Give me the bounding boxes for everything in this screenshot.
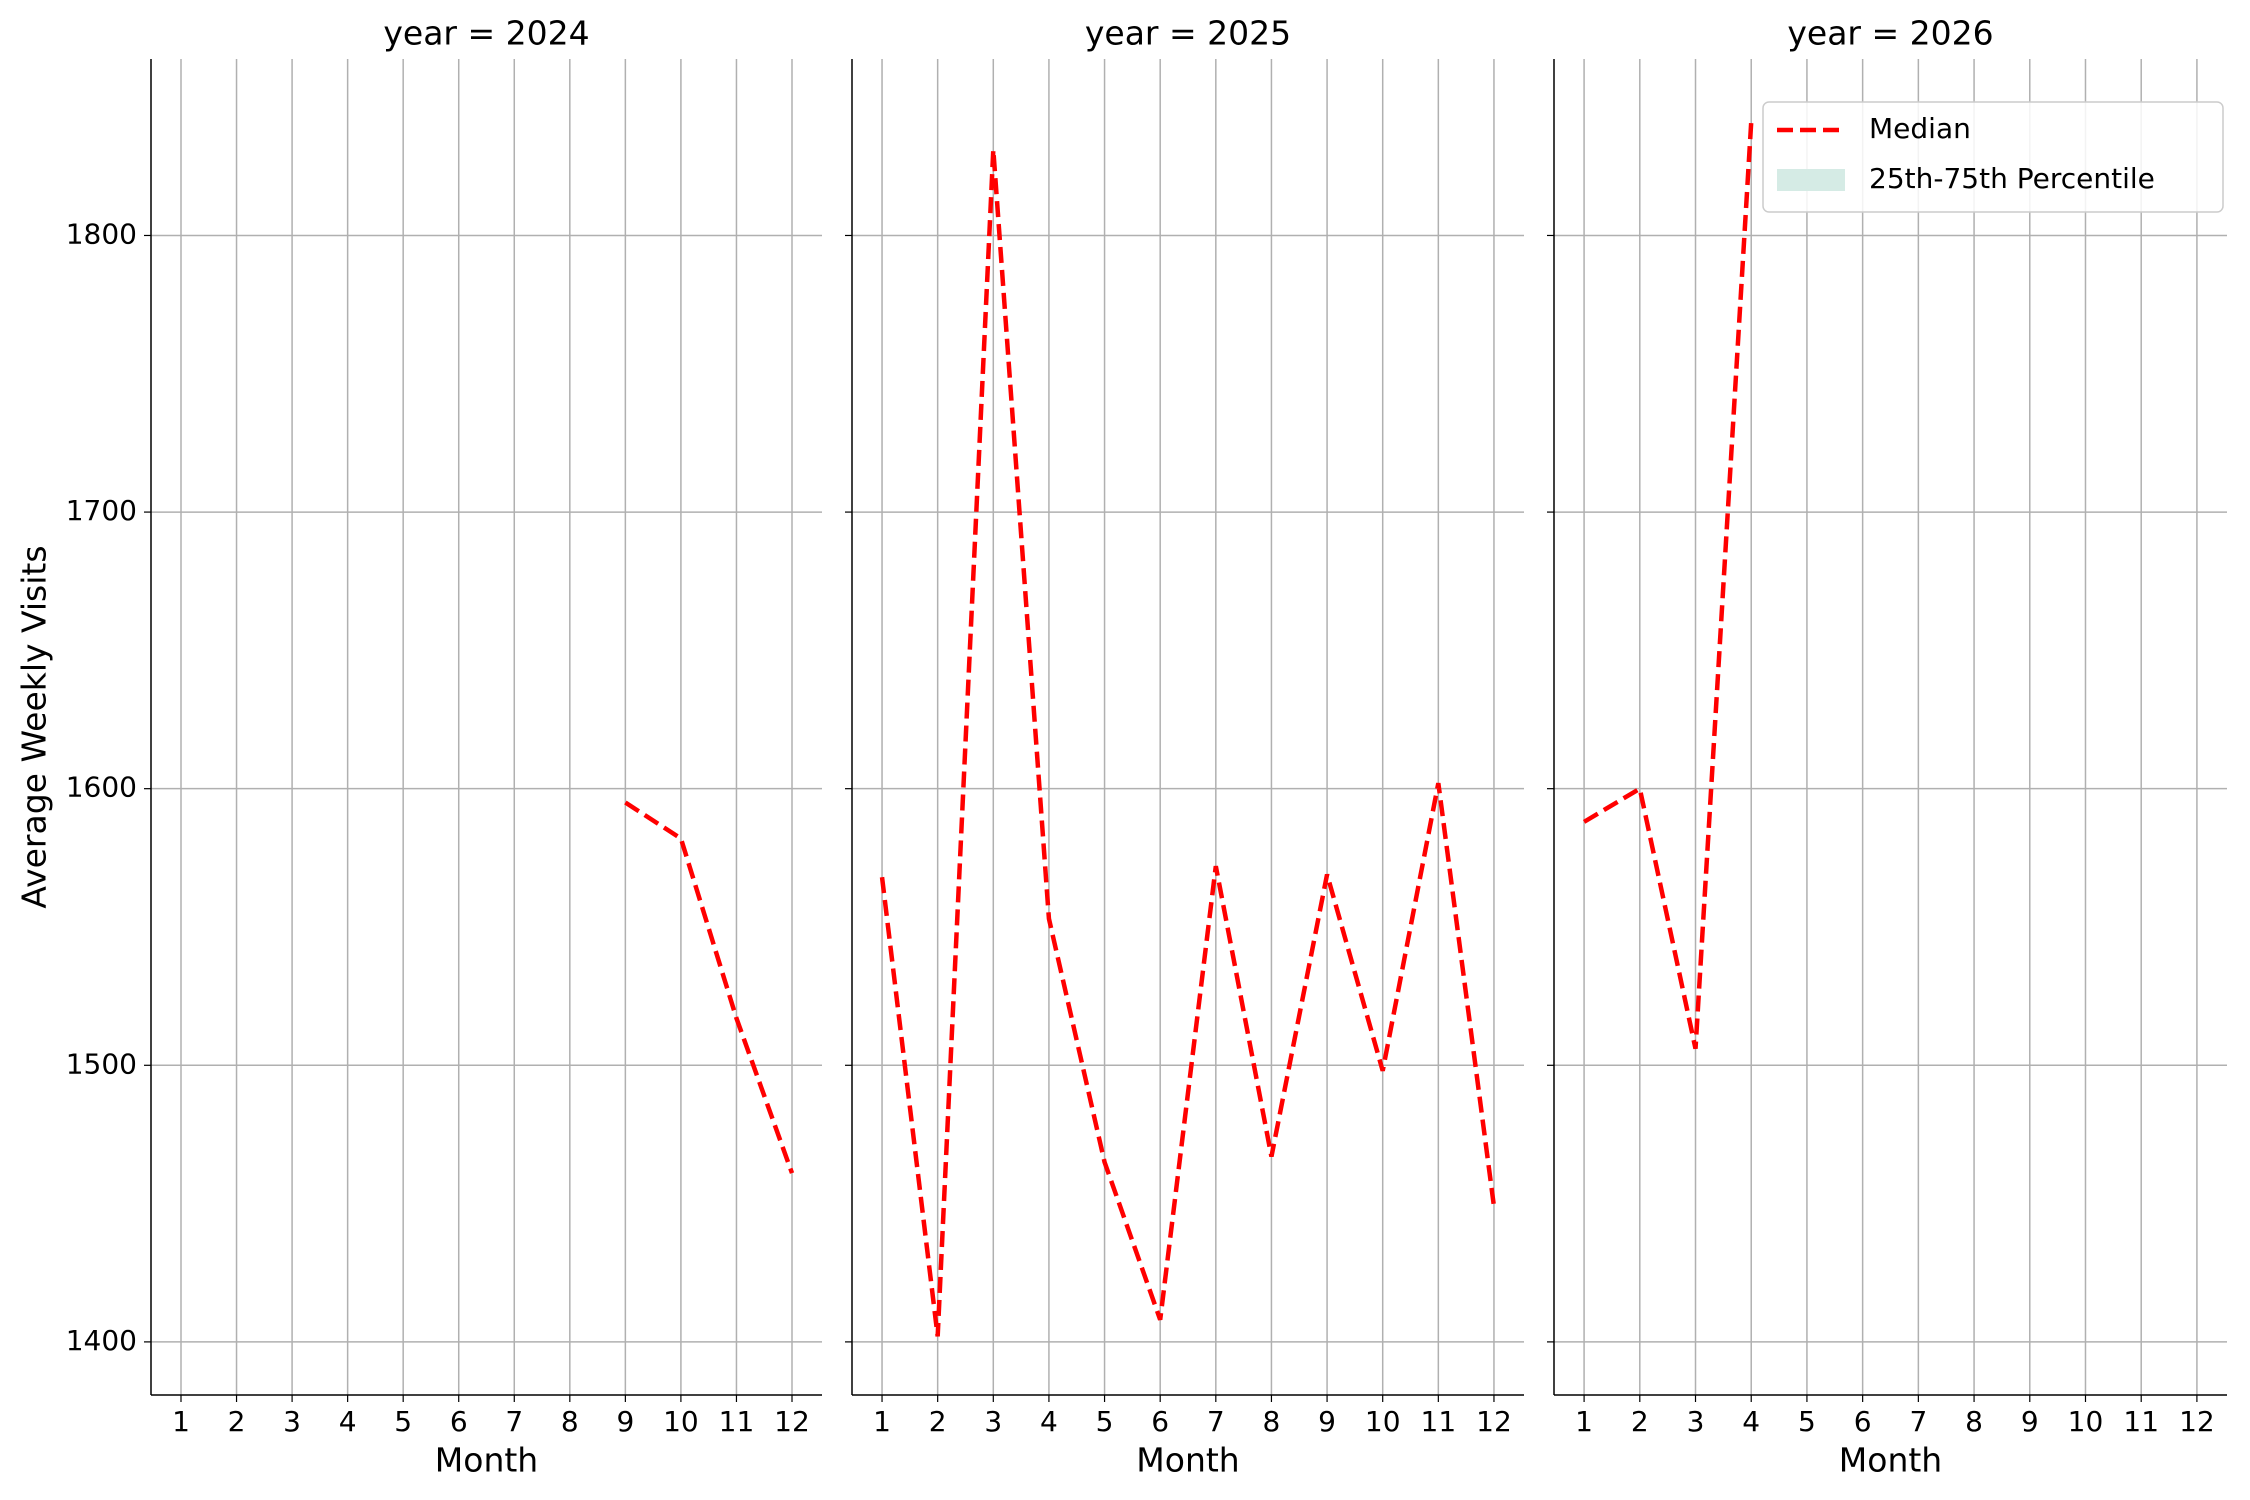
- y-axis-label: Average Weekly Visits: [15, 545, 54, 908]
- x-tick-label: 11: [719, 1405, 755, 1438]
- x-tick-label: 7: [1909, 1405, 1927, 1438]
- x-tick-label: 7: [1207, 1405, 1225, 1438]
- panel-title: year = 2025: [1085, 14, 1291, 53]
- x-tick-label: 1: [1575, 1405, 1593, 1438]
- x-tick-label: 4: [339, 1405, 357, 1438]
- x-tick-label: 6: [1151, 1405, 1169, 1438]
- y-tick-label: 1800: [66, 217, 137, 250]
- median-line: [879, 149, 1497, 1337]
- median-line: [1582, 121, 1754, 1050]
- x-tick-label: 5: [394, 1405, 412, 1438]
- legend-label: Median: [1869, 112, 1971, 145]
- x-tick-label: 9: [2021, 1405, 2039, 1438]
- x-tick-label: 7: [505, 1405, 523, 1438]
- x-tick-label: 1: [172, 1405, 190, 1438]
- panel-title: year = 2024: [383, 14, 589, 53]
- x-tick-label: 8: [561, 1405, 579, 1438]
- x-axis-label: Month: [1839, 1441, 1942, 1480]
- x-tick-label: 12: [774, 1405, 810, 1438]
- x-tick-label: 1: [873, 1405, 891, 1438]
- x-tick-label: 6: [450, 1405, 468, 1438]
- x-tick-label: 11: [1421, 1405, 1457, 1438]
- x-tick-label: 3: [283, 1405, 301, 1438]
- x-tick-label: 11: [2123, 1405, 2159, 1438]
- legend-patch: [1777, 169, 1845, 191]
- median-line: [624, 800, 795, 1174]
- x-tick-label: 10: [2068, 1405, 2104, 1438]
- panel-title: year = 2026: [1787, 14, 1993, 53]
- x-tick-label: 10: [1365, 1405, 1401, 1438]
- y-tick-label: 1700: [66, 494, 137, 527]
- x-tick-label: 5: [1798, 1405, 1816, 1438]
- x-tick-label: 8: [1263, 1405, 1281, 1438]
- x-axis-label: Month: [435, 1441, 538, 1480]
- x-tick-label: 10: [663, 1405, 699, 1438]
- x-tick-label: 9: [616, 1405, 634, 1438]
- x-tick-label: 4: [1040, 1405, 1058, 1438]
- x-tick-label: 4: [1742, 1405, 1760, 1438]
- x-axis-label: Month: [1136, 1441, 1239, 1480]
- y-tick-label: 1600: [66, 771, 137, 804]
- x-tick-label: 9: [1318, 1405, 1336, 1438]
- x-tick-label: 3: [984, 1405, 1002, 1438]
- x-tick-label: 3: [1687, 1405, 1705, 1438]
- legend-box: [1762, 101, 2224, 213]
- x-tick-label: 5: [1096, 1405, 1114, 1438]
- x-tick-label: 2: [929, 1405, 947, 1438]
- x-tick-label: 2: [1631, 1405, 1649, 1438]
- x-tick-label: 2: [228, 1405, 246, 1438]
- legend-label: 25th-75th Percentile: [1869, 162, 2155, 195]
- x-tick-label: 6: [1854, 1405, 1872, 1438]
- y-tick-label: 1500: [66, 1047, 137, 1080]
- x-tick-label: 8: [1965, 1405, 1983, 1438]
- y-tick-label: 1400: [66, 1324, 137, 1357]
- x-tick-label: 12: [2179, 1405, 2215, 1438]
- x-tick-label: 12: [1476, 1405, 1512, 1438]
